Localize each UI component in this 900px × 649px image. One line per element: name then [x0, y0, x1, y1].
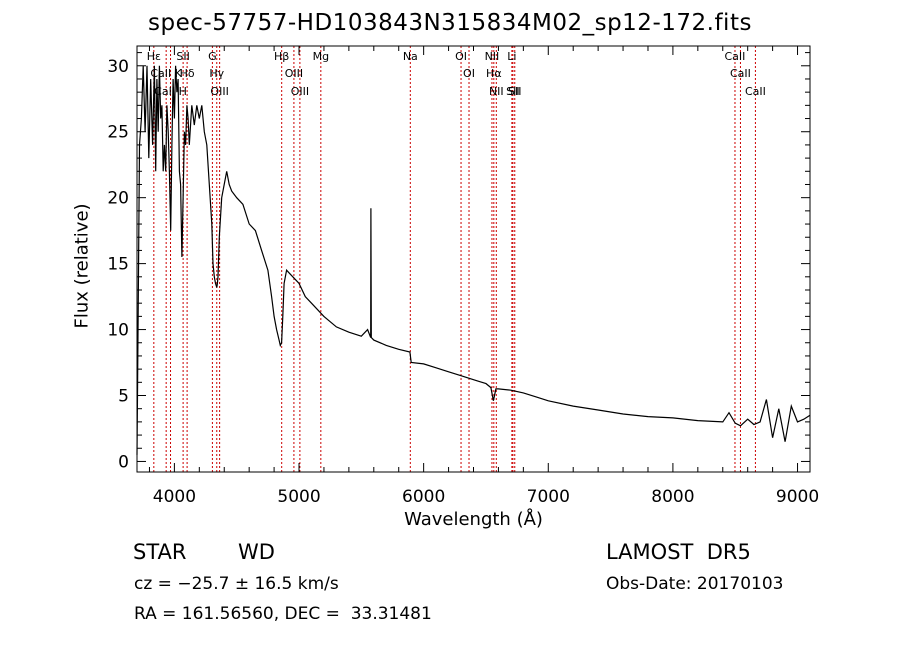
- line-label: Hε: [147, 50, 161, 63]
- line-label: OIII: [210, 85, 228, 98]
- line-label: OIII: [291, 85, 309, 98]
- line-label: NII: [485, 50, 500, 63]
- line-label: OIII: [285, 67, 303, 80]
- y-tick-label: 5: [118, 387, 129, 407]
- y-tick-label: 30: [107, 57, 129, 77]
- x-tick-label: 6000: [402, 487, 445, 507]
- line-label: OI: [455, 50, 467, 63]
- line-label: OI: [463, 67, 475, 80]
- line-label: Mg: [313, 50, 329, 63]
- redshift-velocity: cz = −25.7 ± 16.5 km/s: [134, 574, 339, 594]
- line-label: Na: [403, 50, 418, 63]
- spectrum-line: [136, 65, 811, 455]
- y-tick-label: 0: [118, 452, 129, 472]
- line-label: CaII: [745, 85, 766, 98]
- chart-title: spec-57757-HD103843N315834M02_sp12-172.f…: [148, 10, 752, 36]
- line-label: SII: [176, 50, 189, 63]
- emission-line-markers: [153, 46, 756, 472]
- ra-dec-coordinates: RA = 161.56560, DEC = 33.31481: [134, 604, 432, 624]
- line-label: Li: [507, 50, 516, 63]
- x-tick-label: 8000: [651, 487, 694, 507]
- line-label: Hδ: [180, 67, 195, 80]
- x-tick-label: 5000: [277, 487, 320, 507]
- line-label: Hβ: [274, 50, 289, 63]
- x-tick-label: 4000: [153, 487, 196, 507]
- y-tick-label: 25: [107, 123, 129, 143]
- line-label: NII: [489, 85, 504, 98]
- y-tick-label: 15: [107, 255, 129, 275]
- line-label: SII: [506, 85, 519, 98]
- plot-frame: [136, 45, 811, 473]
- y-tick-label: 20: [107, 189, 129, 209]
- object-class: STAR: [133, 540, 187, 564]
- line-label: CaII: [725, 50, 746, 63]
- x-tick-label: 9000: [776, 487, 819, 507]
- line-label: CaII K: [150, 67, 182, 80]
- y-axis-label: Flux (relative): [71, 203, 93, 329]
- survey-name: LAMOST DR5: [606, 540, 751, 564]
- object-subclass: WD: [238, 540, 275, 564]
- line-label: SII: [508, 85, 521, 98]
- y-axis-ticks: 0 5 10 15 20 25 30: [107, 52, 810, 472]
- line-label: Hα: [486, 67, 502, 80]
- line-label: CaII: [730, 67, 751, 80]
- x-tick-label: 7000: [527, 487, 570, 507]
- line-label: Hγ: [209, 67, 224, 80]
- y-tick-label: 10: [107, 321, 129, 341]
- x-axis-ticks: 4000 5000 6000 7000 8000 9000: [148, 46, 819, 507]
- observation-date: Obs-Date: 20170103: [606, 574, 784, 594]
- x-axis-label: Wavelength (Å): [404, 509, 543, 530]
- line-label: G: [208, 50, 217, 63]
